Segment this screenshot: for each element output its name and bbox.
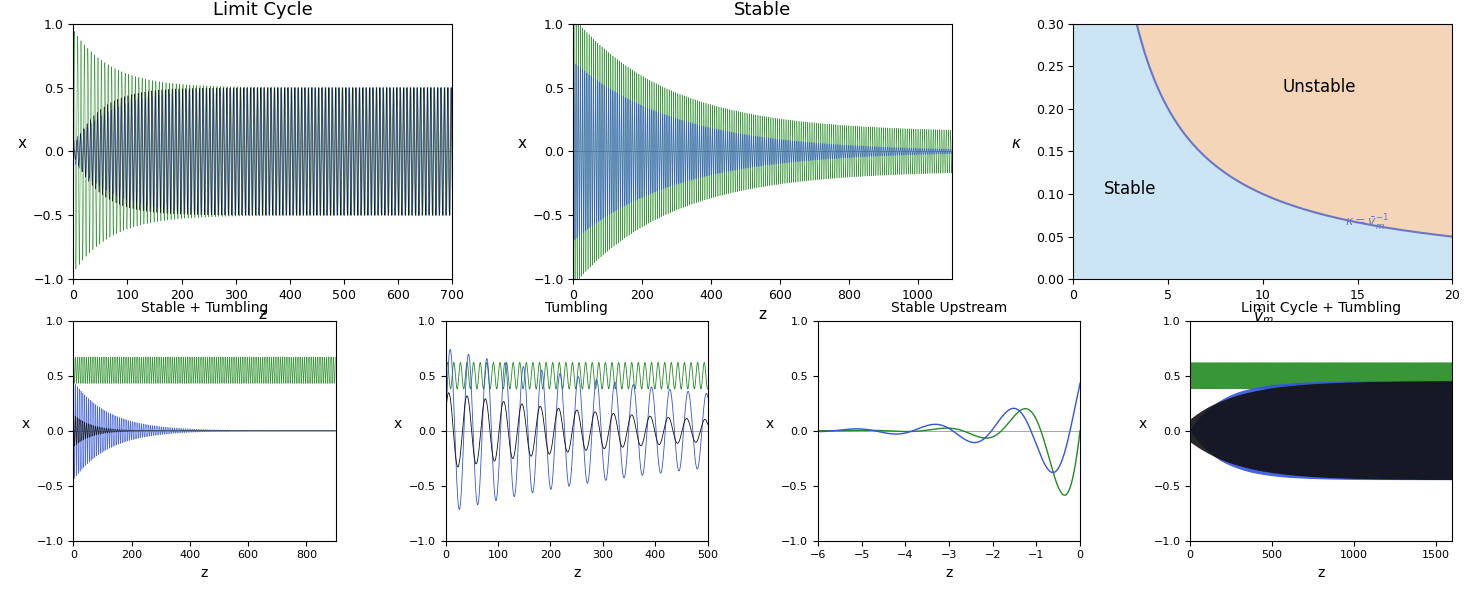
Title: Limit Cycle + Tumbling: Limit Cycle + Tumbling bbox=[1241, 301, 1401, 315]
X-axis label: z: z bbox=[258, 308, 267, 323]
Text: Unstable: Unstable bbox=[1284, 78, 1357, 96]
X-axis label: $\bar{v}_m$: $\bar{v}_m$ bbox=[1253, 308, 1273, 326]
Y-axis label: x: x bbox=[1138, 416, 1146, 431]
X-axis label: z: z bbox=[1317, 566, 1325, 580]
Y-axis label: x: x bbox=[393, 416, 402, 431]
Y-axis label: x: x bbox=[766, 416, 775, 431]
Title: Stable + Tumbling: Stable + Tumbling bbox=[141, 301, 268, 315]
Title: Limit Cycle: Limit Cycle bbox=[213, 1, 312, 20]
Text: $\kappa=\bar{v}_m^{-1}$: $\kappa=\bar{v}_m^{-1}$ bbox=[1345, 213, 1389, 233]
Title: Tumbling: Tumbling bbox=[546, 301, 609, 315]
Y-axis label: x: x bbox=[22, 416, 29, 431]
X-axis label: z: z bbox=[945, 566, 952, 580]
X-axis label: z: z bbox=[574, 566, 581, 580]
Title: Stable Upstream: Stable Upstream bbox=[890, 301, 1008, 315]
Y-axis label: $\kappa$: $\kappa$ bbox=[1011, 137, 1022, 151]
Y-axis label: x: x bbox=[18, 137, 26, 151]
Y-axis label: x: x bbox=[518, 137, 527, 151]
Title: Stable: Stable bbox=[734, 1, 792, 20]
Text: Stable: Stable bbox=[1105, 180, 1156, 198]
X-axis label: z: z bbox=[201, 566, 208, 580]
X-axis label: z: z bbox=[758, 308, 767, 323]
